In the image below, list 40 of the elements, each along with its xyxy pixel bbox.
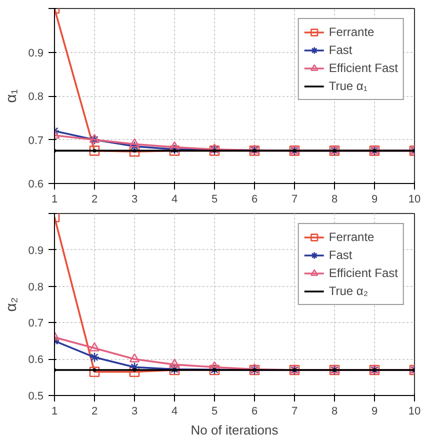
y-tick-label: 0.6 bbox=[28, 354, 44, 366]
legend-label: Efficient Fast bbox=[328, 60, 398, 76]
y-tick-label: 0.7 bbox=[28, 134, 44, 147]
x-tick-label: 2 bbox=[91, 194, 98, 206]
x-tick-label: 6 bbox=[251, 406, 258, 418]
y-tick-label: 0.8 bbox=[28, 281, 44, 294]
legend-label: Fast bbox=[328, 247, 352, 263]
y-tick-label: 0.9 bbox=[28, 47, 44, 60]
legend-label: Ferrante bbox=[328, 24, 374, 40]
x-tick-label: 5 bbox=[211, 194, 218, 206]
legend-label: Efficient Fast bbox=[328, 265, 398, 281]
x-tick-label: 1 bbox=[51, 194, 58, 206]
y-axis-title: α₂ bbox=[3, 297, 20, 312]
legend-label: Ferrante bbox=[328, 229, 374, 245]
x-tick-label: 6 bbox=[251, 194, 258, 206]
x-tick-label: 10 bbox=[408, 194, 421, 206]
x-tick-label: 8 bbox=[331, 406, 338, 418]
x-tick-label: 3 bbox=[131, 406, 138, 418]
legend-label: Fast bbox=[328, 42, 352, 58]
x-tick-label: 9 bbox=[371, 406, 378, 418]
x-tick-label: 10 bbox=[408, 406, 421, 418]
y-tick-label: 0.9 bbox=[28, 244, 44, 257]
y-tick-label: 0.8 bbox=[28, 91, 44, 103]
x-tick-label: 4 bbox=[171, 194, 178, 206]
x-tick-label: 1 bbox=[51, 406, 58, 418]
y-axis-title: α₁ bbox=[3, 89, 20, 103]
x-tick-label: 8 bbox=[331, 194, 338, 206]
legend-label: True α₂ bbox=[328, 283, 368, 299]
x-tick-label: 7 bbox=[291, 194, 298, 206]
x-tick-label: 2 bbox=[91, 406, 98, 418]
x-tick-label: 9 bbox=[371, 194, 378, 206]
y-tick-label: 0.7 bbox=[28, 318, 44, 330]
x-tick-label: 3 bbox=[131, 194, 138, 206]
legend-label: True α₁ bbox=[328, 78, 368, 94]
y-tick-label: 0.5 bbox=[28, 390, 44, 402]
x-tick-label: 7 bbox=[291, 406, 298, 418]
x-tick-label: 5 bbox=[211, 406, 218, 418]
y-tick-label: 0.6 bbox=[28, 178, 44, 190]
x-axis-title: No of iterations bbox=[190, 422, 279, 438]
x-tick-label: 4 bbox=[171, 406, 178, 418]
